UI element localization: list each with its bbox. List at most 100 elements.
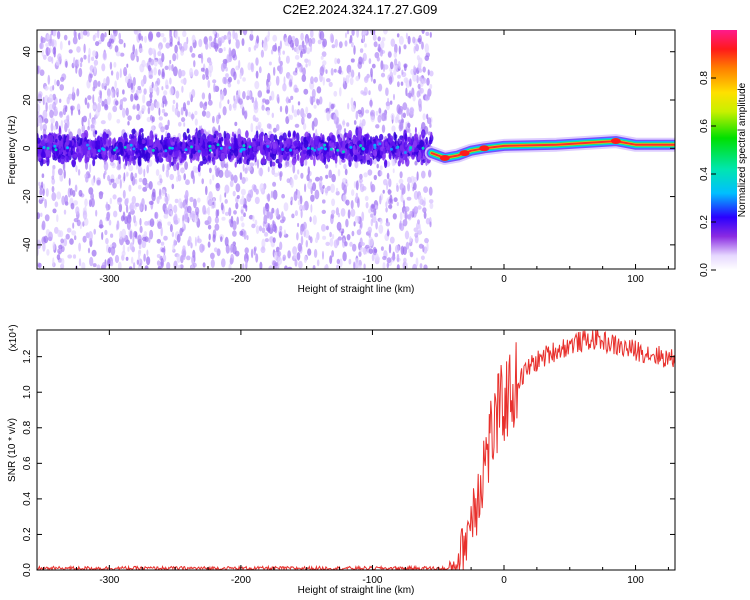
noise-blob	[351, 41, 354, 48]
noise-blob	[184, 213, 189, 223]
noise-blob	[176, 233, 181, 243]
noise-blob	[92, 94, 95, 104]
band-speck	[248, 145, 252, 149]
noise-blob	[129, 242, 134, 251]
noise-blob	[111, 88, 115, 99]
noise-blob	[209, 167, 212, 174]
noise-blob	[297, 101, 301, 106]
noise-blob	[92, 263, 97, 268]
noise-blob	[72, 254, 77, 259]
noise-blob	[311, 120, 315, 131]
noise-blob	[389, 100, 393, 105]
noise-blob	[46, 34, 51, 40]
noise-blob	[265, 203, 270, 212]
noise-blob	[125, 107, 129, 117]
band-speck	[86, 143, 89, 147]
band-blob	[425, 136, 429, 145]
noise-blob	[41, 49, 44, 57]
band-speck	[184, 148, 188, 152]
noise-blob	[325, 69, 328, 74]
band-speck	[403, 151, 407, 154]
band-blob	[246, 158, 250, 166]
noise-blob	[143, 253, 146, 262]
noise-blob	[300, 208, 303, 219]
noise-blob	[166, 261, 171, 269]
band-blob	[413, 133, 419, 143]
x-tick-label: -200	[231, 274, 251, 285]
noise-blob	[190, 242, 193, 249]
noise-blob	[409, 210, 414, 216]
noise-blob	[74, 235, 77, 241]
noise-blob	[177, 169, 180, 178]
noise-blob	[322, 76, 325, 86]
noise-blob	[105, 237, 109, 245]
band-blob	[166, 132, 171, 139]
band-speck	[97, 149, 101, 153]
noise-blob	[386, 262, 389, 269]
noise-blob	[343, 163, 347, 170]
y-tick-label: 1.0	[22, 385, 33, 399]
noise-blob	[75, 65, 78, 74]
noise-blob	[189, 196, 194, 203]
noise-blob	[330, 213, 335, 219]
noise-blob	[264, 232, 269, 237]
band-blob	[334, 156, 338, 164]
noise-blob	[264, 238, 269, 243]
noise-blob	[394, 58, 398, 66]
band-blob	[92, 158, 96, 167]
noise-blob	[330, 183, 335, 193]
noise-blob	[345, 32, 347, 39]
band-blob	[369, 135, 373, 145]
noise-blob	[336, 221, 342, 231]
band-speck	[329, 147, 333, 151]
noise-blob	[146, 100, 152, 107]
noise-blob	[292, 163, 296, 174]
noise-blob	[250, 30, 253, 36]
noise-blob	[75, 206, 80, 215]
noise-blob	[218, 112, 221, 120]
noise-blob	[369, 99, 373, 107]
noise-blob	[221, 216, 226, 221]
noise-blob	[78, 258, 82, 267]
noise-blob	[112, 105, 118, 113]
noise-blob	[242, 204, 248, 209]
noise-blob	[294, 87, 299, 93]
spectrogram-xlabel: Height of straight line (km)	[298, 284, 415, 295]
noise-blob	[189, 91, 192, 99]
noise-blob	[378, 83, 383, 92]
noise-blob	[350, 58, 355, 63]
noise-blob	[91, 249, 97, 257]
noise-blob	[277, 250, 282, 257]
noise-blob	[207, 79, 211, 89]
band-speck	[66, 146, 69, 150]
noise-blob	[144, 265, 149, 269]
noise-blob	[330, 103, 335, 110]
noise-blob	[424, 237, 429, 244]
band-blob	[287, 130, 291, 138]
noise-blob	[350, 97, 354, 107]
band-speck	[395, 146, 399, 150]
noise-blob	[347, 102, 350, 110]
band-blob	[346, 149, 350, 155]
noise-blob	[89, 163, 92, 173]
band-speck	[361, 146, 365, 150]
noise-blob	[399, 211, 403, 221]
noise-blob	[63, 209, 67, 215]
noise-blob	[190, 210, 196, 219]
noise-blob	[272, 237, 276, 244]
noise-blob	[392, 168, 395, 174]
band-speck	[54, 148, 58, 152]
noise-blob	[158, 116, 163, 121]
noise-blob	[133, 215, 136, 224]
noise-blob	[333, 90, 338, 97]
noise-blob	[108, 246, 112, 254]
noise-blob	[208, 191, 213, 201]
noise-blob	[403, 64, 407, 72]
noise-blob	[194, 206, 200, 216]
noise-blob	[209, 70, 212, 78]
noise-blob	[104, 104, 109, 111]
band-blob	[230, 136, 234, 144]
noise-blob	[296, 189, 301, 199]
noise-blob	[70, 105, 73, 116]
noise-blob	[57, 53, 62, 61]
